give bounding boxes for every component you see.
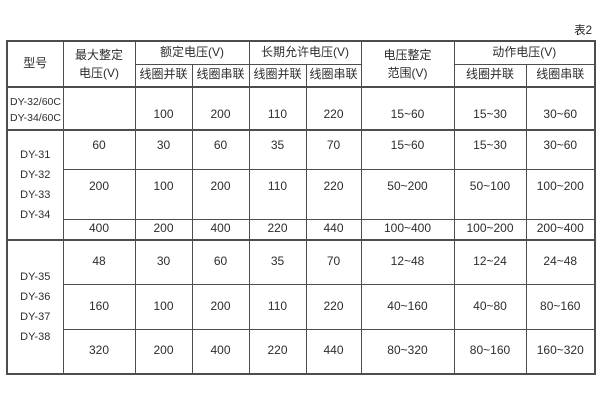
- model-name: DY-37: [20, 311, 51, 323]
- table-row: 320 200 400 220 440 80~320 80~160 160~32…: [7, 328, 596, 375]
- cell-rated-series: 400: [191, 218, 250, 241]
- cell-setting-range: 12~48: [360, 239, 455, 285]
- cell-rated-series: 60: [191, 129, 250, 170]
- cell-rated-parallel: 30: [134, 129, 193, 170]
- cell-rated-parallel: 200: [134, 328, 193, 375]
- model-name: DY-34/60C: [10, 112, 61, 124]
- col-header-max-setting-voltage: 最大整定 电压(V): [62, 40, 136, 88]
- cell-op-series: 80~160: [525, 283, 596, 330]
- col-header-setting-range-line2: 范围(V): [387, 66, 428, 80]
- cell-rated-series: 400: [191, 328, 250, 375]
- cell-op-parallel: 15~30: [453, 86, 527, 131]
- cell-allow-parallel: 220: [248, 218, 307, 241]
- col-header-max-setting-line2: 电压(V): [79, 66, 119, 80]
- cell-max-setting-voltage: 200: [62, 168, 136, 220]
- cell-rated-series: 200: [191, 86, 250, 131]
- table-number-label: 表2: [574, 25, 592, 37]
- cell-setting-range: 100~400: [360, 218, 455, 241]
- cell-allow-series: 220: [305, 283, 362, 330]
- col-header-setting-range-line1: 电压整定: [383, 48, 432, 62]
- subheader-rated-coil-series: 线圈串联: [191, 63, 250, 88]
- table-row: DY-31 DY-32 DY-33 DY-34 60 30 60 35 70 1…: [6, 129, 596, 241]
- cell-allow-series: 220: [305, 86, 362, 131]
- col-header-setting-range: 电压整定 范围(V): [360, 40, 455, 88]
- cell-max-setting-voltage: 160: [62, 283, 136, 330]
- cell-max-setting-voltage: 400: [62, 218, 136, 241]
- cell-setting-range: 15~60: [360, 129, 455, 170]
- cell-rated-parallel: 100: [134, 283, 193, 330]
- col-header-model: 型号: [6, 40, 64, 88]
- cell-max-setting-voltage: [62, 86, 136, 131]
- cell-allow-parallel: 110: [248, 86, 307, 131]
- model-name: DY-38: [20, 331, 51, 343]
- cell-op-series: 100~200: [525, 168, 596, 220]
- header-row-2: 线圈并联 线圈串联 线圈并联 线圈串联 线圈并联 线圈串联: [7, 63, 596, 88]
- model-name: DY-36: [20, 291, 51, 303]
- col-header-max-setting-line1: 最大整定: [74, 48, 123, 62]
- cell-allow-series: 440: [305, 218, 362, 241]
- model-name: DY-33: [20, 189, 51, 201]
- model-cell-group3: DY-35 DY-36 DY-37 DY-38: [6, 239, 64, 375]
- cell-rated-parallel: 100: [134, 168, 193, 220]
- cell-setting-range: 50~200: [360, 168, 455, 220]
- col-header-rated-voltage: 额定电压(V): [134, 40, 250, 65]
- cell-rated-series: 200: [191, 168, 250, 220]
- model-name: DY-35: [20, 271, 51, 283]
- model-name: DY-32: [20, 169, 51, 181]
- subheader-op-coil-parallel: 线圈并联: [453, 63, 527, 88]
- cell-op-parallel: 40~80: [453, 283, 527, 330]
- cell-max-setting-voltage: 48: [62, 239, 136, 285]
- cell-rated-parallel: 200: [134, 218, 193, 241]
- cell-max-setting-voltage: 60: [62, 129, 136, 170]
- cell-op-parallel: 12~24: [453, 239, 527, 285]
- cell-allow-series: 70: [305, 129, 362, 170]
- cell-op-series: 200~400: [525, 218, 596, 241]
- table-row: 200 100 200 110 220 50~200 50~100 100~20…: [7, 168, 596, 220]
- cell-allow-series: 440: [305, 328, 362, 375]
- col-header-long-term-voltage: 长期允许电压(V): [248, 40, 362, 65]
- cell-rated-series: 60: [191, 239, 250, 285]
- cell-allow-parallel: 110: [248, 283, 307, 330]
- cell-allow-series: 70: [305, 239, 362, 285]
- model-name: DY-31: [20, 149, 51, 161]
- model-name: DY-34: [20, 209, 51, 221]
- col-header-operating-voltage: 动作电压(V): [453, 40, 596, 65]
- model-cell-group1: DY-32/60C DY-34/60C: [6, 86, 64, 131]
- cell-setting-range: 80~320: [360, 328, 455, 375]
- cell-rated-series: 200: [191, 283, 250, 330]
- cell-op-parallel: 15~30: [453, 129, 527, 170]
- cell-allow-series: 220: [305, 168, 362, 220]
- model-name: DY-32/60C: [10, 96, 61, 108]
- cell-op-parallel: 50~100: [453, 168, 527, 220]
- subheader-allow-coil-series: 线圈串联: [305, 63, 362, 88]
- cell-op-parallel: 100~200: [453, 218, 527, 241]
- table-row: 160 100 200 110 220 40~160 40~80 80~160: [7, 283, 596, 330]
- cell-setting-range: 15~60: [360, 86, 455, 131]
- subheader-rated-coil-parallel: 线圈并联: [134, 63, 193, 88]
- table-row: 400 200 400 220 440 100~400 100~200 200~…: [7, 218, 596, 241]
- cell-allow-parallel: 35: [248, 129, 307, 170]
- cell-op-series: 30~60: [525, 129, 596, 170]
- cell-rated-parallel: 30: [134, 239, 193, 285]
- header-row-1: 型号 最大整定 电压(V) 额定电压(V) 长期允许电压(V) 电压整定 范围(…: [6, 40, 596, 88]
- table-row: DY-32/60C DY-34/60C 100 200 110 220 15~6…: [6, 86, 596, 131]
- subheader-allow-coil-parallel: 线圈并联: [248, 63, 307, 88]
- cell-rated-parallel: 100: [134, 86, 193, 131]
- model-cell-group2: DY-31 DY-32 DY-33 DY-34: [6, 129, 64, 241]
- cell-allow-parallel: 35: [248, 239, 307, 285]
- table-row: DY-35 DY-36 DY-37 DY-38 48 30 60 35 70 1…: [6, 239, 596, 375]
- cell-allow-parallel: 220: [248, 328, 307, 375]
- cell-op-series: 24~48: [525, 239, 596, 285]
- cell-op-series: 30~60: [525, 86, 596, 131]
- cell-max-setting-voltage: 320: [62, 328, 136, 375]
- cell-setting-range: 40~160: [360, 283, 455, 330]
- relay-spec-table: 型号 最大整定 电压(V) 额定电压(V) 长期允许电压(V) 电压整定 范围(…: [6, 40, 596, 375]
- cell-op-parallel: 80~160: [453, 328, 527, 375]
- cell-op-series: 160~320: [525, 328, 596, 375]
- subheader-op-coil-series: 线圈串联: [525, 63, 596, 88]
- cell-allow-parallel: 110: [248, 168, 307, 220]
